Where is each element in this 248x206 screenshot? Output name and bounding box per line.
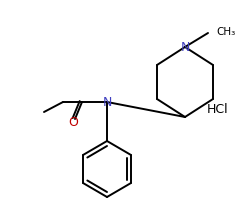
Text: CH₃: CH₃ [216,27,235,37]
Text: N: N [180,41,190,54]
Text: N: N [102,96,112,109]
Text: O: O [68,116,78,129]
Text: HCl: HCl [207,103,229,116]
